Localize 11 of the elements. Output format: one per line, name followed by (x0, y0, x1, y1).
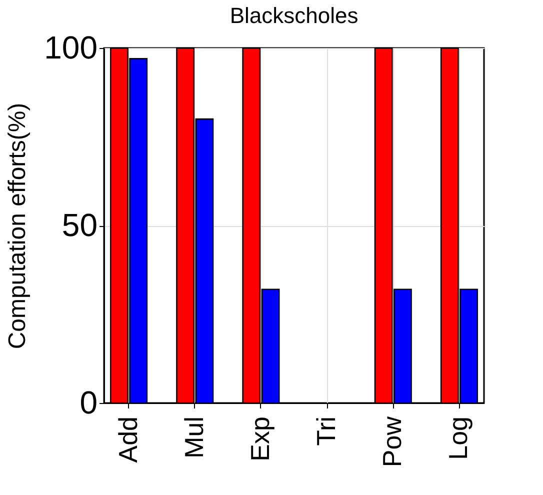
x-tick-label: Mul (178, 416, 209, 458)
x-tick-label: Tri (311, 416, 342, 446)
y-tick-label: 100 (44, 30, 98, 66)
y-tick-label: 0 (80, 384, 98, 420)
x-tick-label: Exp (244, 416, 275, 462)
chart-title: Blackscholes (230, 3, 358, 28)
x-tick-label: Log (443, 416, 474, 460)
x-tick-label: Add (112, 416, 143, 463)
y-tick-label: 50 (62, 207, 98, 243)
x-tick-label: Pow (377, 416, 408, 468)
y-axis-title: Computation efforts(%) (4, 102, 32, 350)
